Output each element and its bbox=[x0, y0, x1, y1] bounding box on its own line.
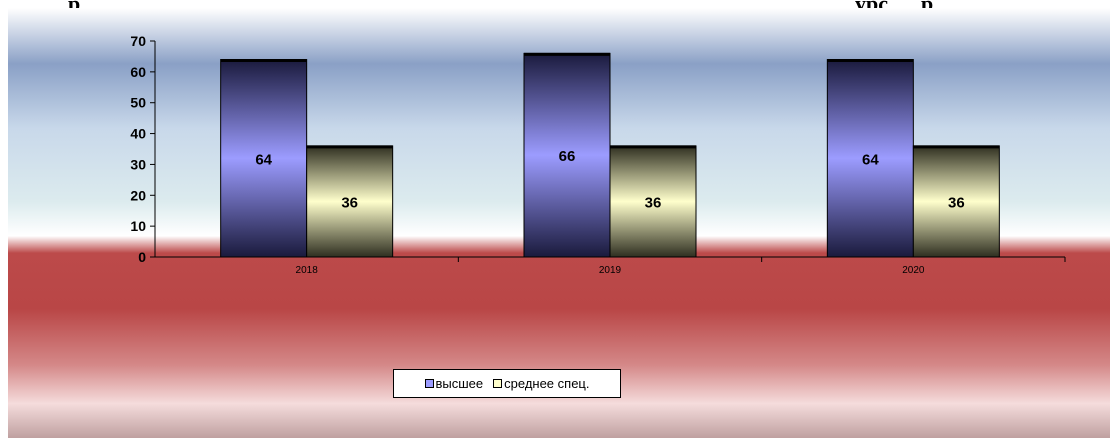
y-tick-label: 50 bbox=[130, 95, 146, 111]
bar-series-2 bbox=[609, 145, 697, 258]
y-tick-label: 10 bbox=[130, 218, 146, 234]
data-label: 66 bbox=[559, 148, 576, 165]
bar-series-1 bbox=[523, 52, 611, 258]
data-label: 36 bbox=[341, 194, 358, 211]
y-tick-label: 30 bbox=[130, 156, 146, 172]
data-label: 36 bbox=[948, 194, 965, 211]
legend-label-series-1: высшее bbox=[435, 376, 484, 391]
data-label: 64 bbox=[255, 151, 272, 168]
x-tick-label: 2020 bbox=[902, 265, 925, 276]
legend-item-series-2: среднее спец. bbox=[493, 376, 589, 391]
bar-series-1 bbox=[826, 59, 914, 258]
y-tick-label: 0 bbox=[138, 249, 146, 265]
legend-swatch-series-2 bbox=[493, 379, 503, 388]
data-label: 36 bbox=[645, 194, 662, 211]
y-tick-label: 70 bbox=[130, 33, 146, 49]
y-tick-label: 40 bbox=[130, 126, 146, 142]
x-tick-label: 2018 bbox=[296, 265, 319, 276]
legend-item-series-1: высшее bbox=[424, 376, 484, 391]
legend-label-series-2: среднее спец. bbox=[504, 376, 590, 391]
x-tick-label: 2019 bbox=[599, 265, 622, 276]
bar-series-2 bbox=[306, 145, 394, 258]
y-tick-label: 60 bbox=[130, 64, 146, 80]
data-label: 64 bbox=[862, 151, 879, 168]
y-tick-label: 20 bbox=[130, 187, 146, 203]
legend-swatch-series-1 bbox=[424, 379, 434, 388]
bar-series-2 bbox=[912, 145, 1000, 258]
legend: высшее среднее спец. bbox=[393, 369, 621, 398]
